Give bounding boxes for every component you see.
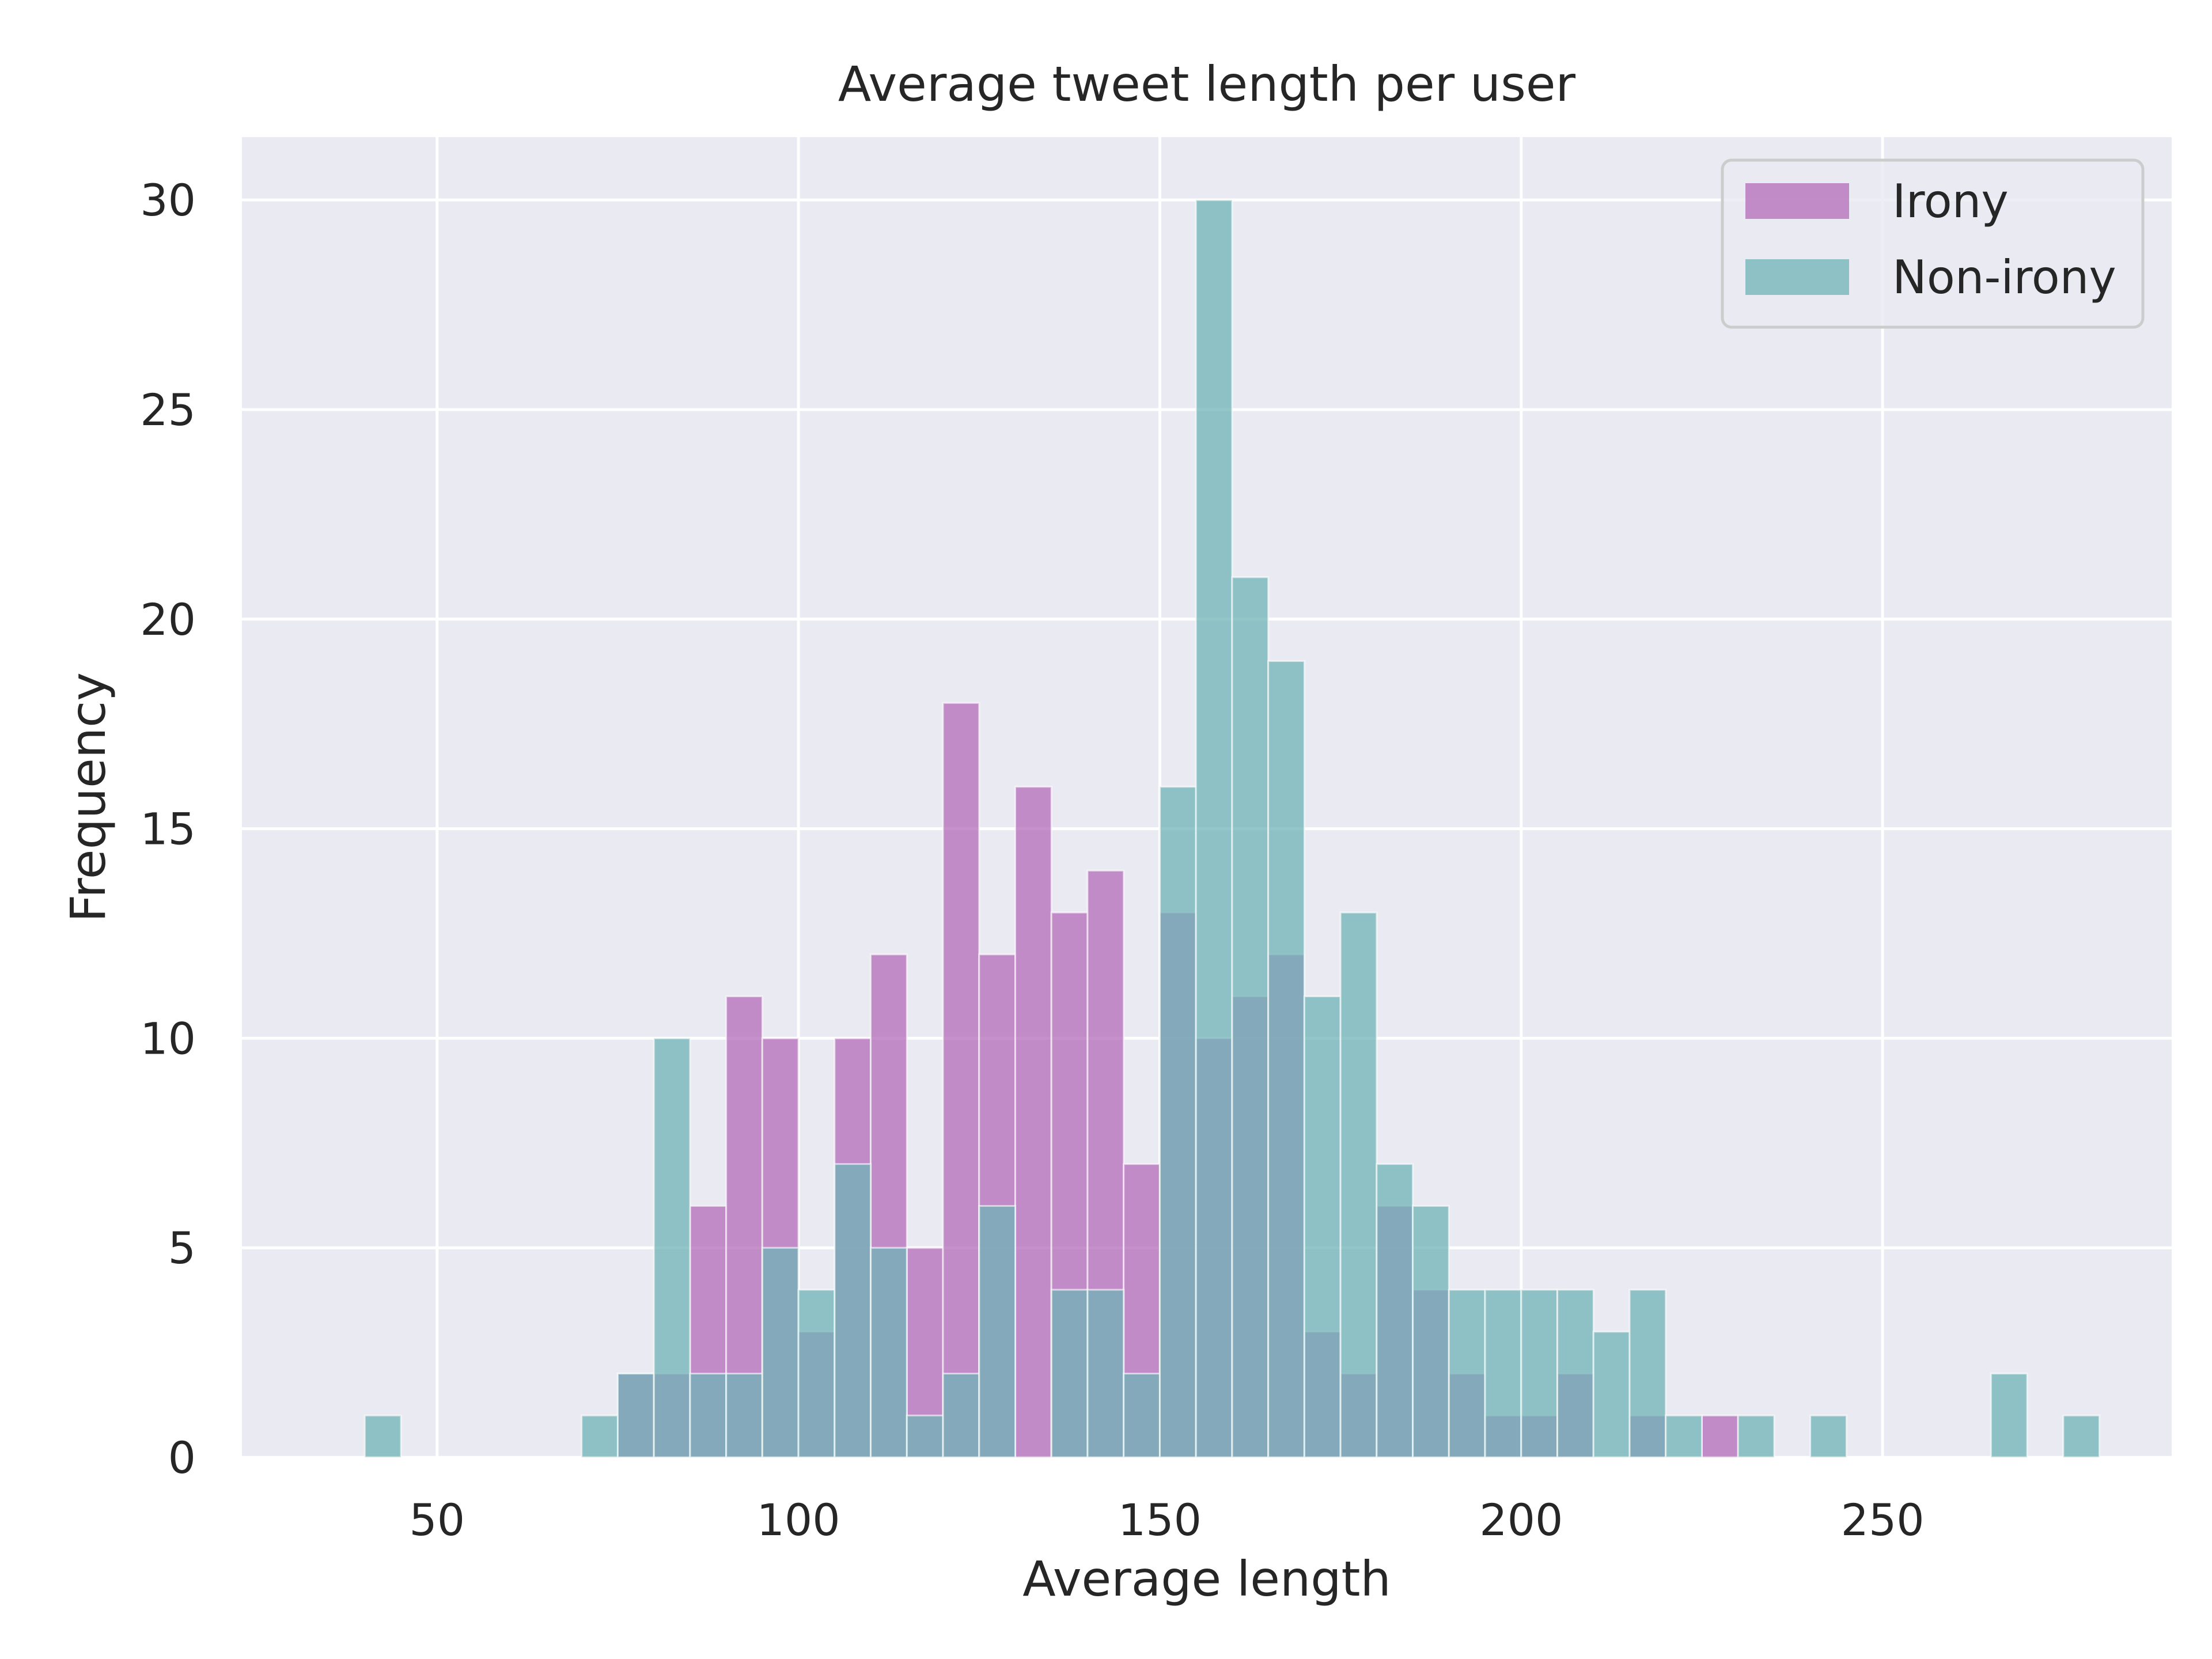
x-tick-label: 100 [757,1494,840,1546]
non-irony-bar [978,1205,1017,1459]
legend-label-non-irony: Non-irony [1892,251,2116,304]
y-tick-label: 5 [168,1222,196,1274]
y-axis-label: Frequency [60,672,116,922]
irony-bar [1014,786,1052,1459]
y-tick-label: 0 [168,1432,196,1483]
non-irony-bar [1737,1414,1775,1459]
non-irony-bar [834,1163,872,1459]
series-non-irony-bars [363,199,2101,1459]
y-tick-label: 10 [140,1013,196,1064]
x-axis-label: Average length [1022,1551,1391,1607]
non-irony-bar [1592,1331,1631,1459]
x-tick-label: 200 [1479,1494,1563,1546]
non-irony-bar [1376,1163,1414,1459]
non-irony-bar [870,1247,908,1459]
y-tick-label: 20 [140,594,196,645]
x-tick-label: 250 [1841,1494,1925,1546]
non-irony-bar [363,1414,402,1459]
non-irony-bar [1448,1289,1486,1459]
y-tick-labels: 0 5 10 15 20 25 30 [140,175,196,1483]
non-irony-bar [942,1372,980,1459]
non-irony-bar [1050,1289,1089,1459]
y-tick-label: 15 [140,804,196,855]
non-irony-bar [1665,1414,1703,1459]
non-irony-bar [725,1372,763,1459]
non-irony-bar [1628,1289,1667,1459]
non-irony-bar [1303,995,1342,1459]
non-irony-bar [689,1372,728,1459]
non-irony-bar [1195,199,1233,1459]
non-irony-bar [616,1372,655,1459]
legend-label-irony: Irony [1892,175,2009,228]
non-irony-bar [1231,576,1270,1459]
non-irony-bar [2062,1414,2101,1459]
non-irony-bar [1086,1289,1125,1459]
non-irony-bar [1267,660,1305,1459]
y-tick-label: 30 [140,175,196,226]
chart-title: Average tweet length per user [838,56,1576,112]
non-irony-bar [797,1289,836,1459]
non-irony-bar [653,1037,691,1459]
y-tick-label: 25 [140,384,196,435]
non-irony-bar [906,1414,944,1459]
non-irony-bar [761,1247,800,1459]
non-irony-bar [1990,1372,2028,1459]
non-irony-bar [1484,1289,1522,1459]
non-irony-bar [581,1414,619,1459]
legend-swatch-non-irony [1745,259,1849,295]
non-irony-bar [1339,911,1378,1459]
legend: Irony Non-irony [1721,158,2145,329]
legend-swatch-irony [1745,183,1849,219]
non-irony-bar [1556,1289,1594,1459]
non-irony-bar [1809,1414,1847,1459]
non-irony-bar [1520,1289,1559,1459]
irony-bar [942,702,980,1459]
non-irony-bar [1123,1372,1161,1459]
x-tick-label: 150 [1118,1494,1202,1546]
irony-bar [1700,1414,1739,1459]
non-irony-bar [1158,786,1197,1459]
x-tick-label: 50 [409,1494,465,1546]
non-irony-bar [1412,1205,1450,1459]
x-tick-labels: 50 100 150 200 250 [409,1494,1924,1546]
